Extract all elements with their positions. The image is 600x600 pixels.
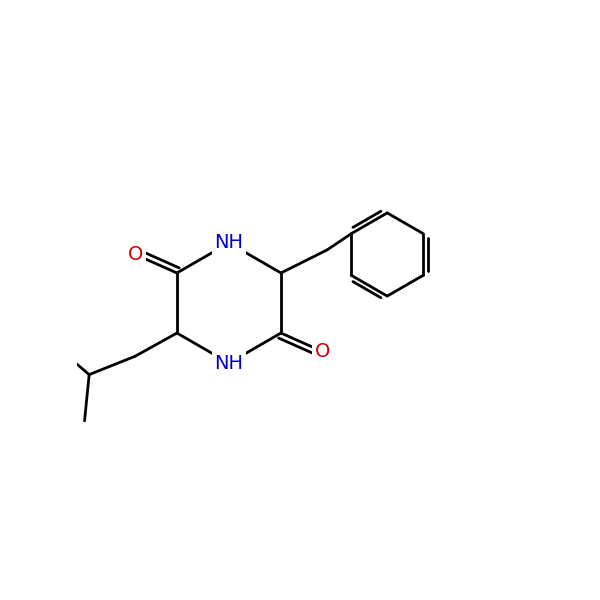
Text: NH: NH (214, 233, 244, 253)
Text: NH: NH (214, 353, 244, 373)
Text: O: O (315, 342, 330, 361)
Text: O: O (128, 245, 143, 264)
